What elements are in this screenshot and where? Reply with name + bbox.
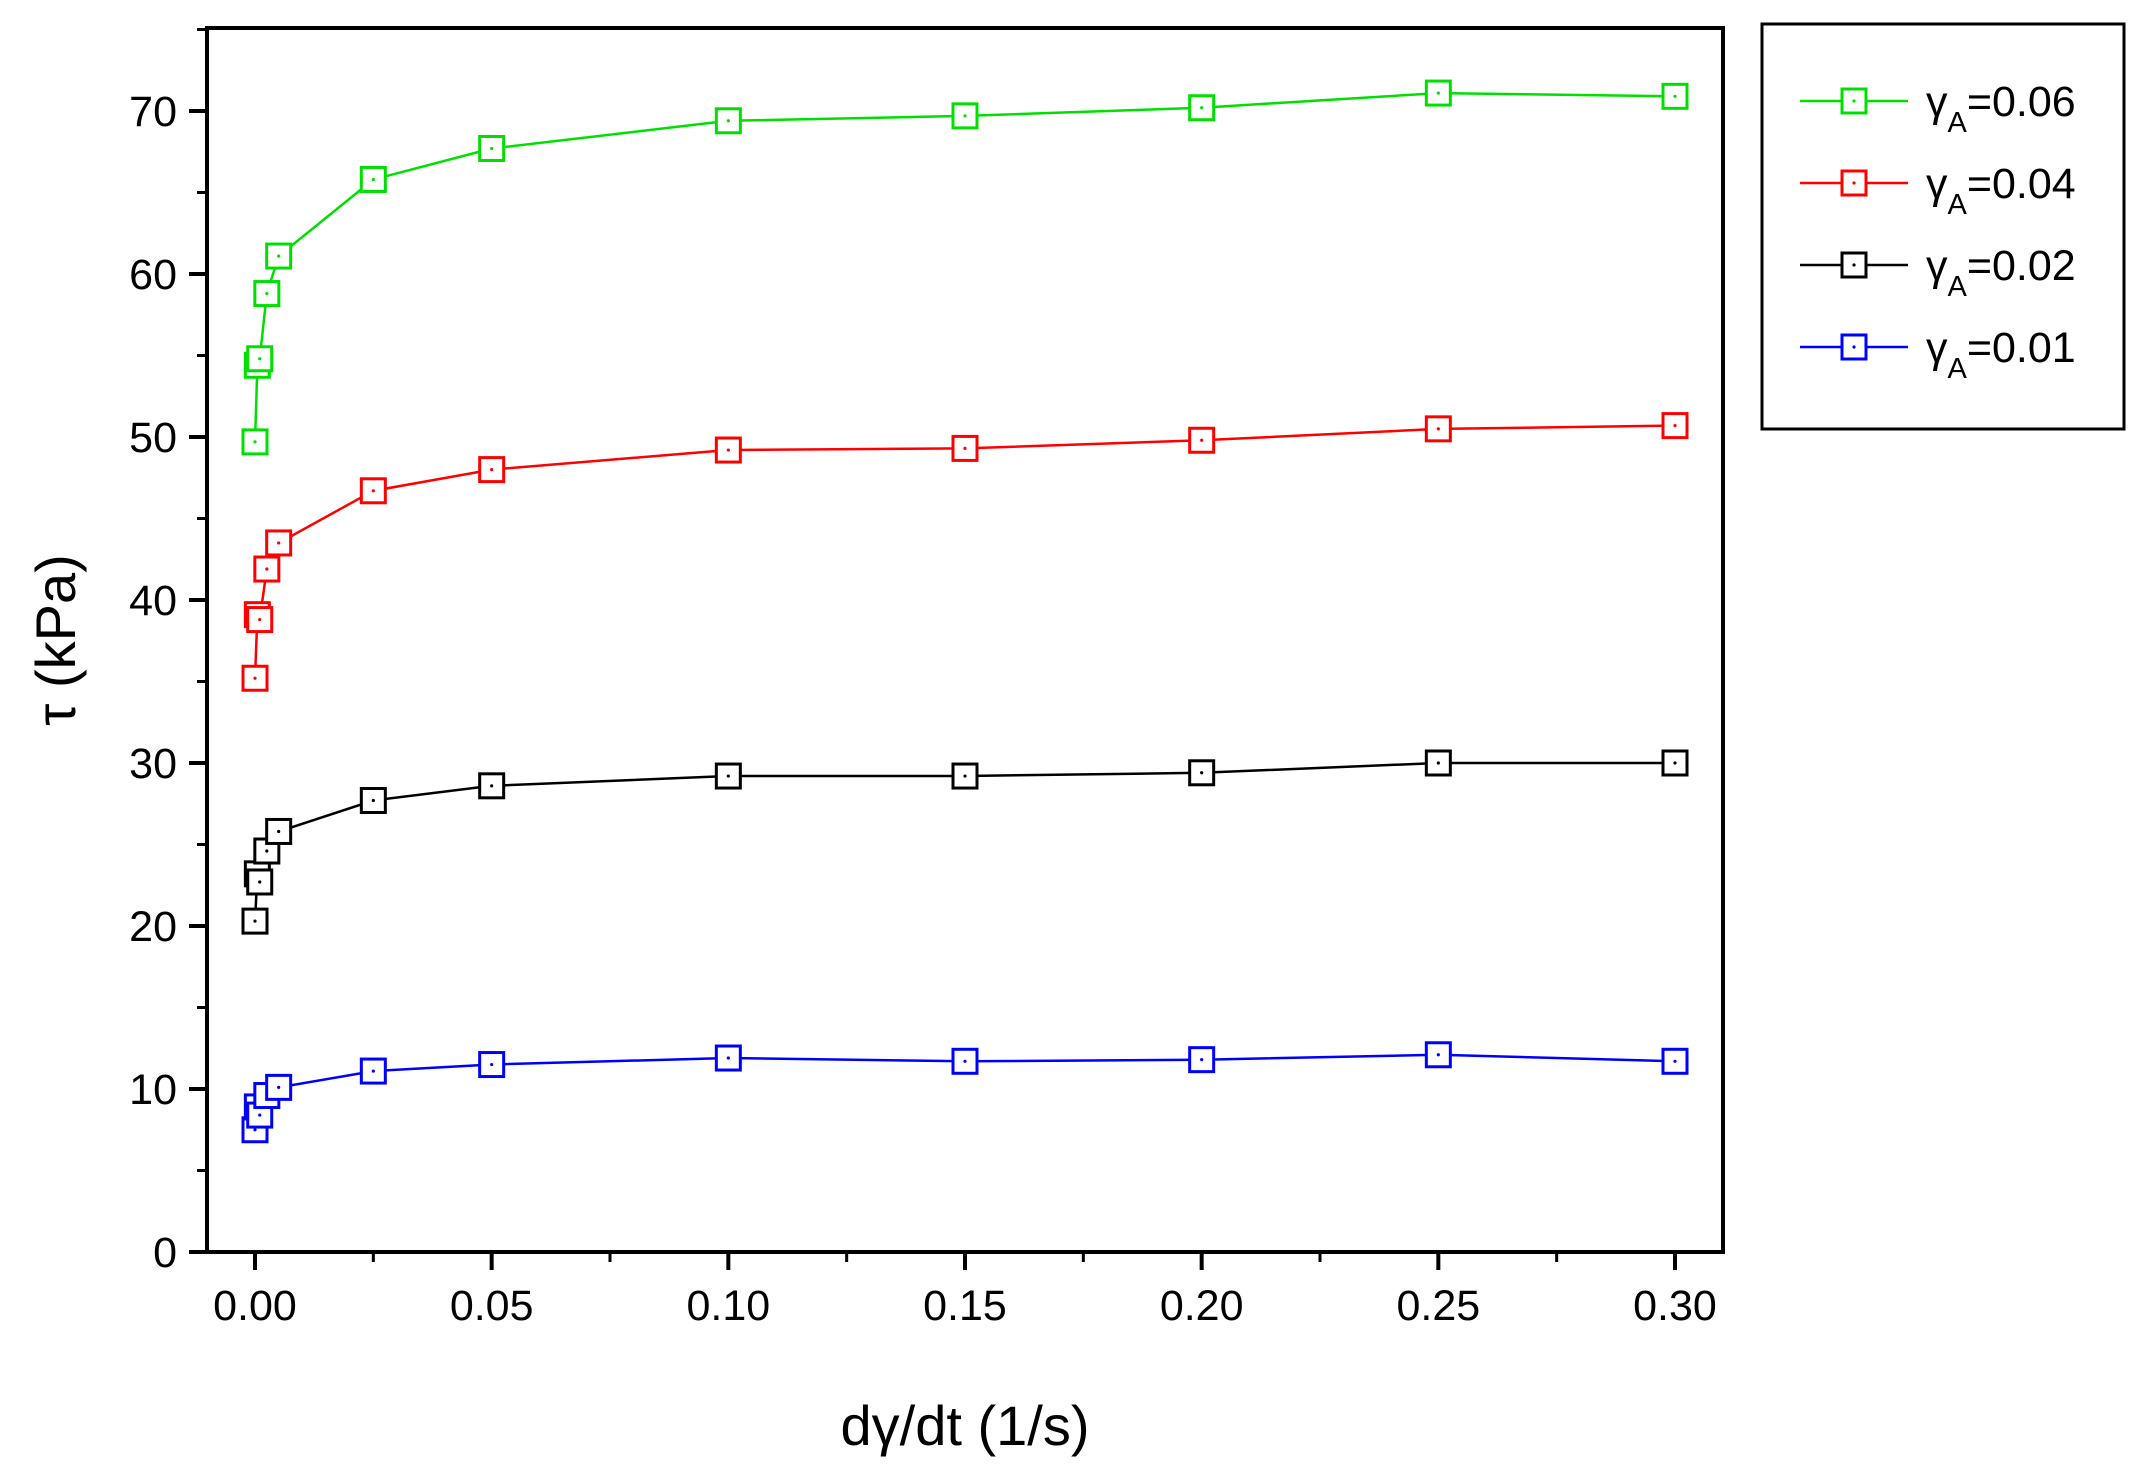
series-0-point-dot-7 [726,119,730,123]
y-tick-label-0: 0 [153,1229,177,1277]
series-0-point-dot-3 [265,291,269,296]
series-0-point-dot-6 [490,146,494,151]
series-0-point-dot-5 [371,177,375,182]
series-1-point-dot-2 [258,617,262,622]
x-tick-label-1: 0.05 [450,1282,534,1330]
series-2-point-dot-2 [258,880,262,884]
series-1-point-dot-11 [1673,423,1677,428]
y-tick-label-4: 40 [129,577,177,625]
series-3-point-dot-4 [277,1085,281,1089]
series-1-point-9 [1188,426,1216,454]
y-tick-label-3: 30 [129,740,177,788]
y-tick-label-7: 70 [129,88,177,136]
legend-item-2: γA=0.02 [1800,242,2076,303]
series-0-point-dot-11 [1673,94,1677,98]
legend-label-2: γA=0.02 [1926,242,2076,303]
x-tick-label-6: 0.30 [1633,1282,1717,1330]
y-tick-label-6: 60 [129,251,177,299]
series-1-point-dot-3 [265,567,269,571]
series-3-point-dot-8 [963,1059,967,1063]
y-axis-tick-labels: 0 10 20 30 40 50 60 70 [129,88,177,1277]
legend-marker-dot-3 [1852,345,1856,349]
x-axis-title: dγ/dt (1/s) [841,1394,1090,1457]
series-0-point-dot-2 [258,357,262,361]
legend-items: γA=0.06 γA=0.04 γA=0.02 γA=0.01 [1800,78,2076,385]
series-2-point-dot-11 [1673,761,1677,765]
legend-item-0: γA=0.06 [1800,78,2076,139]
series-0 [241,79,1689,456]
legend-label-0: γA=0.06 [1926,78,2076,139]
series-0-point-0 [241,428,269,456]
legend-marker-dot-2 [1852,263,1856,267]
series-3-point-dot-2 [258,1113,262,1117]
series-3-point-dot-0 [253,1128,257,1132]
series-3-point-dot-9 [1200,1058,1204,1062]
series-3-point-9 [1188,1046,1216,1074]
series-2-point-dot-7 [726,774,730,778]
y-tick-label-5: 50 [129,414,177,462]
legend: γA=0.06 γA=0.04 γA=0.02 γA=0.01 [1760,22,2126,431]
series-2-point-dot-5 [371,798,375,803]
legend-marker-dot-0 [1852,99,1856,103]
series-3-point-dot-7 [726,1056,730,1060]
series-3-point-dot-5 [371,1069,375,1073]
x-tick-label-0: 0.00 [213,1282,297,1330]
series-1-point-dot-4 [277,541,281,545]
series-1-point-dot-6 [490,468,494,472]
series-2-point-dot-8 [963,774,967,778]
series-2-point-9 [1188,759,1216,787]
legend-item-3: γA=0.01 [1800,324,2076,385]
series-2-point-dot-10 [1436,761,1440,765]
legend-label-1: γA=0.04 [1926,160,2076,221]
series-2-point-10 [1424,749,1452,777]
series-2-point-5 [359,786,387,814]
series-0-point-5 [359,165,387,193]
series-0-point-dot-9 [1200,106,1204,110]
series-0-point-dot-8 [963,114,967,118]
legend-frame [1760,22,2126,431]
series-3-point-dot-11 [1673,1059,1677,1063]
series-line-1 [253,424,1676,679]
x-axis-ticks [253,1252,1677,1270]
series-1-point-dot-8 [963,446,967,451]
x-tick-label-5: 0.25 [1396,1282,1480,1330]
series-1-point-dot-5 [371,489,375,493]
series-3 [241,1041,1689,1144]
legend-item-1: γA=0.04 [1800,160,2076,221]
y-tick-label-2: 20 [129,903,177,951]
series-2-point-dot-9 [1200,771,1204,775]
series-1-point-dot-9 [1200,438,1204,442]
series-2-point-dot-0 [253,919,257,923]
legend-label-3: γA=0.01 [1926,324,2076,385]
series-1 [241,412,1689,692]
legend-marker-dot-1 [1852,181,1856,185]
legend-marker-1 [1840,169,1868,197]
series-2-point-dot-6 [490,784,494,788]
series-2-point-4 [265,817,293,845]
x-tick-label-2: 0.10 [686,1282,770,1330]
series-3-point-dot-10 [1436,1053,1440,1057]
series-0-point-dot-10 [1436,91,1440,95]
series-1-point-0 [241,664,269,692]
series-3-point-dot-6 [490,1062,494,1067]
y-axis-ticks [189,28,207,1254]
series-0-point-dot-0 [253,440,257,444]
series-2-point-dot-4 [277,829,281,834]
series-1-point-dot-10 [1436,427,1440,431]
x-tick-label-4: 0.20 [1160,1282,1244,1330]
series-0-point-dot-4 [277,254,281,258]
series-2-point-dot-3 [265,849,269,853]
y-tick-label-1: 10 [129,1066,177,1114]
series-2 [241,749,1689,935]
x-axis-tick-labels: 0.00 0.05 0.10 0.15 0.20 0.25 0.30 [213,1282,1717,1330]
series-line-0 [253,91,1676,442]
series-layer [241,79,1689,1144]
x-tick-label-3: 0.15 [923,1282,1007,1330]
y-axis-title: τ (kPa) [24,554,87,725]
series-1-point-dot-7 [726,448,730,452]
legend-marker-2 [1840,251,1868,279]
series-1-point-dot-0 [253,676,257,680]
